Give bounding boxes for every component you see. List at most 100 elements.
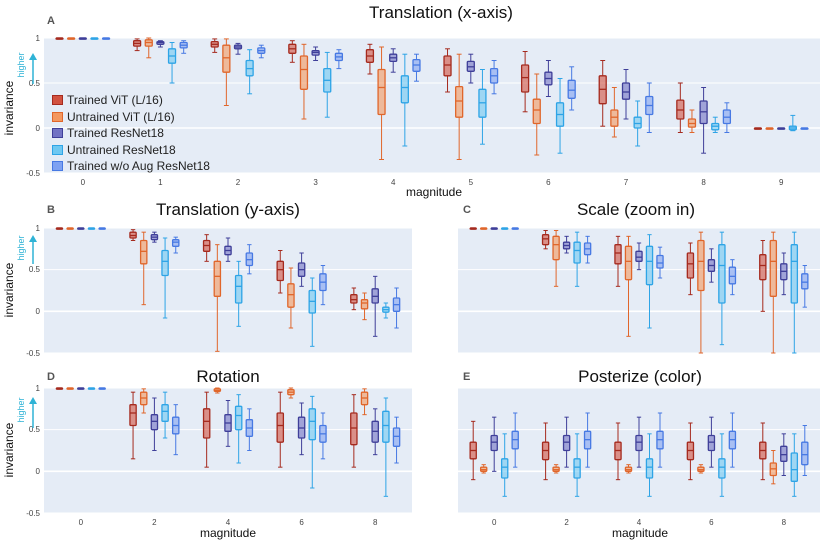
box-body xyxy=(171,239,180,247)
box-a-s4-c9 xyxy=(800,127,809,130)
xtick-a-8: 8 xyxy=(701,178,706,187)
box-body xyxy=(718,458,726,479)
box-b-s1-c2 xyxy=(213,244,222,352)
panel-c: C Scale (zoom in) xyxy=(458,200,820,354)
box-body xyxy=(161,404,169,422)
box-body xyxy=(573,241,581,264)
box-c-s0-c1 xyxy=(541,230,550,250)
panel-label-b: B xyxy=(47,204,55,216)
box-body xyxy=(360,299,369,310)
box-e-s2-c1 xyxy=(562,416,571,468)
box-b-s3-c1 xyxy=(161,237,169,319)
xtick-d-4: 8 xyxy=(373,518,378,527)
xlabel-a: magnitude xyxy=(406,185,462,199)
box-a-s3-c2 xyxy=(245,49,254,95)
box-a-s4-c4 xyxy=(412,53,421,82)
box-a-s0-c6 xyxy=(520,51,530,113)
legend-item-0: Trained ViT (L/16) xyxy=(52,92,210,109)
ytick-d-neg05: -0.5 xyxy=(26,509,40,518)
box-a-s4-c2 xyxy=(257,44,266,59)
xtick-a-0: 0 xyxy=(81,178,86,187)
xlabel-d: magnitude xyxy=(200,526,256,540)
box-e-s4-c3 xyxy=(728,412,737,468)
box-b-s1-c1 xyxy=(139,231,148,306)
box-a-s1-c2 xyxy=(222,38,231,106)
box-e-s0-c4 xyxy=(759,422,767,481)
box-b-s2-c4 xyxy=(371,275,379,337)
xtick-e-2: 4 xyxy=(637,518,642,527)
box-body xyxy=(573,458,581,479)
box-a-s0-c1 xyxy=(132,38,142,52)
box-a-s0-c2 xyxy=(210,38,219,53)
box-c-s4-c4 xyxy=(801,265,809,308)
box-e-s0-c2 xyxy=(614,422,622,481)
xticks-d: 0 2 4 6 8 xyxy=(79,518,378,527)
box-a-s2-c7 xyxy=(621,69,631,120)
box-a-s3-c5 xyxy=(478,69,487,145)
box-a-s1-c5 xyxy=(455,53,464,160)
box-c-s3-c3 xyxy=(718,231,726,346)
higher-indicator-b: higher xyxy=(16,235,37,264)
box-body xyxy=(222,44,231,73)
box-body xyxy=(801,441,809,466)
ytick-d-05: 0.5 xyxy=(29,425,41,434)
box-a-s0-c3 xyxy=(288,40,297,63)
box-c-s1-c3 xyxy=(697,231,705,354)
box-b-s1-c4 xyxy=(360,292,369,321)
box-a-s2-c8 xyxy=(699,87,708,154)
boxes-c xyxy=(469,227,809,354)
box-a-s2-c4 xyxy=(389,48,398,73)
box-a-s4-c3 xyxy=(334,49,344,70)
ytick-b-05: 0.5 xyxy=(29,265,41,274)
legend-swatch xyxy=(52,128,63,139)
higher-arrowhead-a xyxy=(29,53,37,60)
box-a-s3-c7 xyxy=(633,100,642,147)
box-body xyxy=(707,434,716,452)
box-b-s3-c3 xyxy=(308,277,317,347)
box-c-s0-c3 xyxy=(686,242,695,296)
box-a-s2-c3 xyxy=(311,46,320,61)
xtick-a-1: 1 xyxy=(158,178,163,187)
box-a-s2-c6 xyxy=(544,60,553,97)
box-e-s4-c4 xyxy=(801,425,809,476)
box-a-s2-c5 xyxy=(466,53,475,84)
box-b-s2-c0 xyxy=(77,227,85,230)
legend: Trained ViT (L/16) Untrained ViT (L/16) Tr… xyxy=(52,92,210,175)
box-body xyxy=(801,273,809,290)
box-body xyxy=(635,250,643,262)
box-body xyxy=(520,64,530,93)
box-a-s3-c9 xyxy=(788,114,797,132)
box-c-s4-c0 xyxy=(511,227,519,230)
box-a-s4-c6 xyxy=(567,66,576,111)
box-body xyxy=(790,244,799,304)
box-b-s4-c1 xyxy=(171,236,180,254)
box-d-s0-c1 xyxy=(129,391,137,460)
box-body xyxy=(276,260,285,282)
box-a-s3-c0 xyxy=(90,37,99,40)
box-b-s0-c1 xyxy=(129,229,137,241)
box-b-s0-c2 xyxy=(202,234,211,262)
box-a-s0-c7 xyxy=(598,60,607,127)
box-c-s1-c2 xyxy=(624,235,633,337)
box-body xyxy=(645,458,654,479)
xtick-a-9: 9 xyxy=(779,178,784,187)
ytick-a-05: 0.5 xyxy=(29,79,41,88)
box-a-s4-c5 xyxy=(489,60,499,95)
legend-swatch xyxy=(52,95,63,106)
box-body xyxy=(614,244,622,265)
box-c-s4-c1 xyxy=(583,235,592,264)
box-c-s3-c1 xyxy=(573,231,581,287)
box-e-s3-c3 xyxy=(718,433,726,497)
box-a-s2-c0 xyxy=(78,37,87,40)
box-e-s4-c2 xyxy=(656,412,664,468)
box-body xyxy=(139,239,148,265)
legend-item-3: Untrained ResNet18 xyxy=(52,142,210,159)
box-d-s3-c3 xyxy=(308,395,317,489)
box-e-s3-c2 xyxy=(645,433,654,497)
box-body xyxy=(645,245,654,286)
box-e-s1-c3 xyxy=(697,464,705,474)
box-d-s2-c2 xyxy=(224,400,232,447)
box-d-s0-c3 xyxy=(276,391,285,468)
